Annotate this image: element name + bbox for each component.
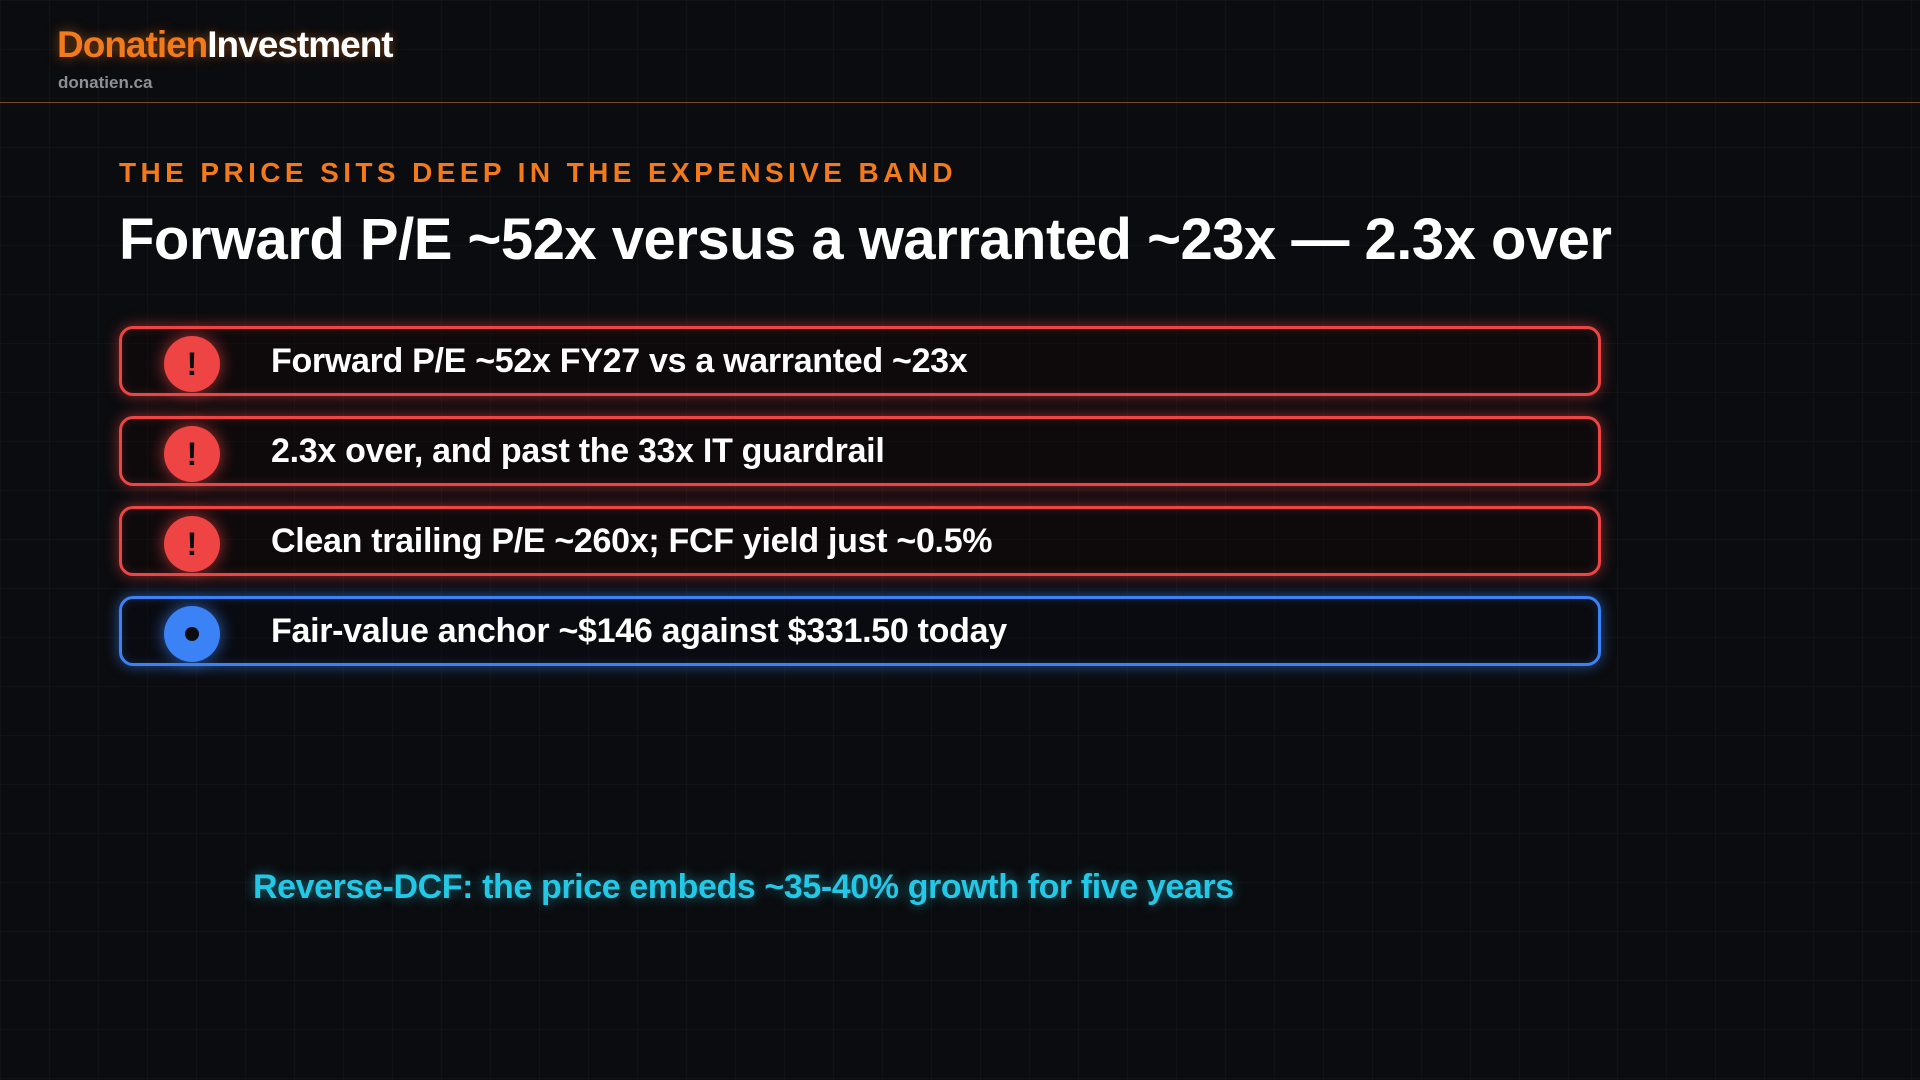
slide-kicker: THE PRICE SITS DEEP IN THE EXPENSIVE BAN…	[119, 157, 958, 188]
points-list: ! Forward P/E ~52x FY27 vs a warranted ~…	[119, 326, 1601, 686]
point-item: ! Forward P/E ~52x FY27 vs a warranted ~…	[119, 326, 1601, 396]
brand-logo: DonatienInvestment	[57, 22, 394, 68]
exclamation-icon: !	[164, 426, 220, 482]
exclamation-icon: !	[164, 336, 220, 392]
point-item: ! Clean trailing P/E ~260x; FCF yield ju…	[119, 506, 1601, 576]
site-url: donatien.ca	[58, 73, 153, 92]
point-text: 2.3x over, and past the 33x IT guardrail	[271, 432, 885, 470]
exclamation-icon: !	[164, 516, 220, 572]
point-text: Forward P/E ~52x FY27 vs a warranted ~23…	[271, 342, 968, 380]
dot-icon	[164, 606, 220, 662]
brand-name-part2: Investment	[207, 24, 393, 65]
brand-name-part1: Donatien	[57, 24, 208, 65]
point-item-info: Fair-value anchor ~$146 against $331.50 …	[119, 596, 1601, 666]
point-text: Fair-value anchor ~$146 against $331.50 …	[271, 612, 1007, 650]
header: DonatienInvestment donatien.ca	[0, 0, 1920, 103]
point-text: Clean trailing P/E ~260x; FCF yield just…	[271, 522, 993, 560]
dot-icon-center	[185, 627, 199, 641]
reverse-dcf-note: Reverse-DCF: the price embeds ~35-40% gr…	[253, 868, 1234, 906]
slide-title: Forward P/E ~52x versus a warranted ~23x…	[119, 207, 1612, 272]
point-item: ! 2.3x over, and past the 33x IT guardra…	[119, 416, 1601, 486]
